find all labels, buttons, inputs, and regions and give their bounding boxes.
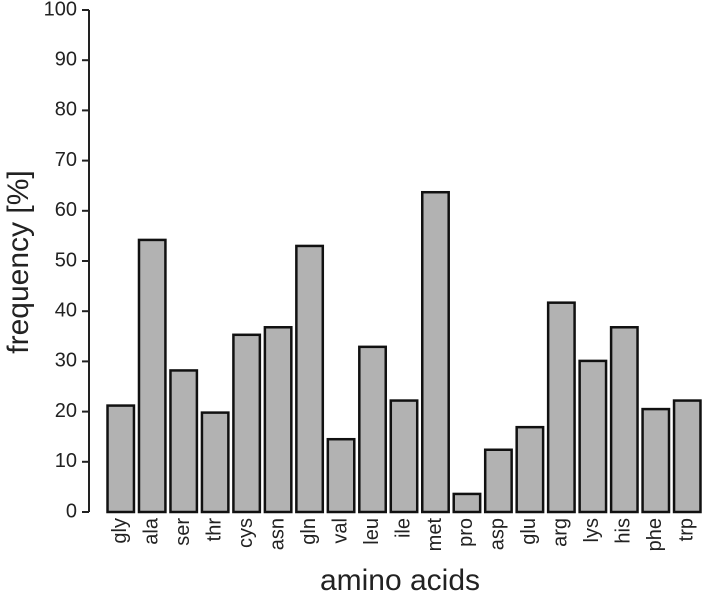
- y-tick-label: 90: [55, 48, 77, 70]
- x-axis-title: amino acids: [320, 564, 480, 597]
- x-tick-label: gly: [109, 518, 131, 544]
- y-axis-title: frequency [%]: [2, 170, 35, 353]
- bar: [200, 411, 230, 514]
- y-tick-label: 70: [55, 149, 77, 171]
- y-tick-label: 20: [55, 400, 77, 422]
- bar: [326, 437, 356, 514]
- x-tick-label: trp: [676, 518, 698, 541]
- bar: [263, 326, 293, 514]
- x-tick-label: cys: [235, 518, 257, 548]
- x-tick-label: ser: [172, 518, 194, 546]
- x-tick-label: gln: [298, 518, 320, 545]
- x-tick-label: ala: [140, 517, 162, 545]
- bar: [232, 333, 262, 514]
- bar: [452, 492, 482, 514]
- x-tick-label: met: [424, 518, 446, 552]
- x-tick-label: pro: [455, 518, 477, 547]
- x-tick-label: val: [329, 518, 351, 544]
- bar: [295, 244, 325, 514]
- y-tick-label: 100: [44, 0, 77, 20]
- y-tick-label: 30: [55, 350, 77, 372]
- y-tick-label: 80: [55, 99, 77, 121]
- x-tick-label: lys: [581, 518, 603, 542]
- x-tick-label: glu: [518, 518, 540, 545]
- bar: [169, 369, 199, 514]
- bar: [106, 404, 136, 514]
- bar: [609, 326, 639, 514]
- y-tick-label: 10: [55, 450, 77, 472]
- x-tick-label: phe: [644, 518, 666, 551]
- bar: [358, 345, 387, 514]
- bar: [515, 425, 545, 514]
- bar: [546, 301, 576, 514]
- bar: [483, 448, 513, 514]
- x-tick-label: asn: [266, 518, 288, 550]
- bar: [672, 399, 702, 514]
- y-tick-label: 40: [55, 299, 77, 321]
- x-tick-label: leu: [361, 518, 383, 545]
- bar: [389, 399, 419, 514]
- bar: [641, 407, 671, 514]
- bar: [421, 190, 450, 514]
- x-tick-label: his: [613, 518, 635, 544]
- x-tick-label: ile: [392, 518, 414, 538]
- y-tick-label: 0: [66, 500, 77, 522]
- x-tick-label: thr: [203, 518, 225, 542]
- y-tick-label: 50: [55, 249, 77, 271]
- x-tick-label: arg: [550, 518, 572, 547]
- x-tick-label: asp: [487, 518, 509, 550]
- bar: [578, 359, 608, 514]
- y-tick-label: 60: [55, 199, 77, 221]
- bar: [137, 238, 167, 514]
